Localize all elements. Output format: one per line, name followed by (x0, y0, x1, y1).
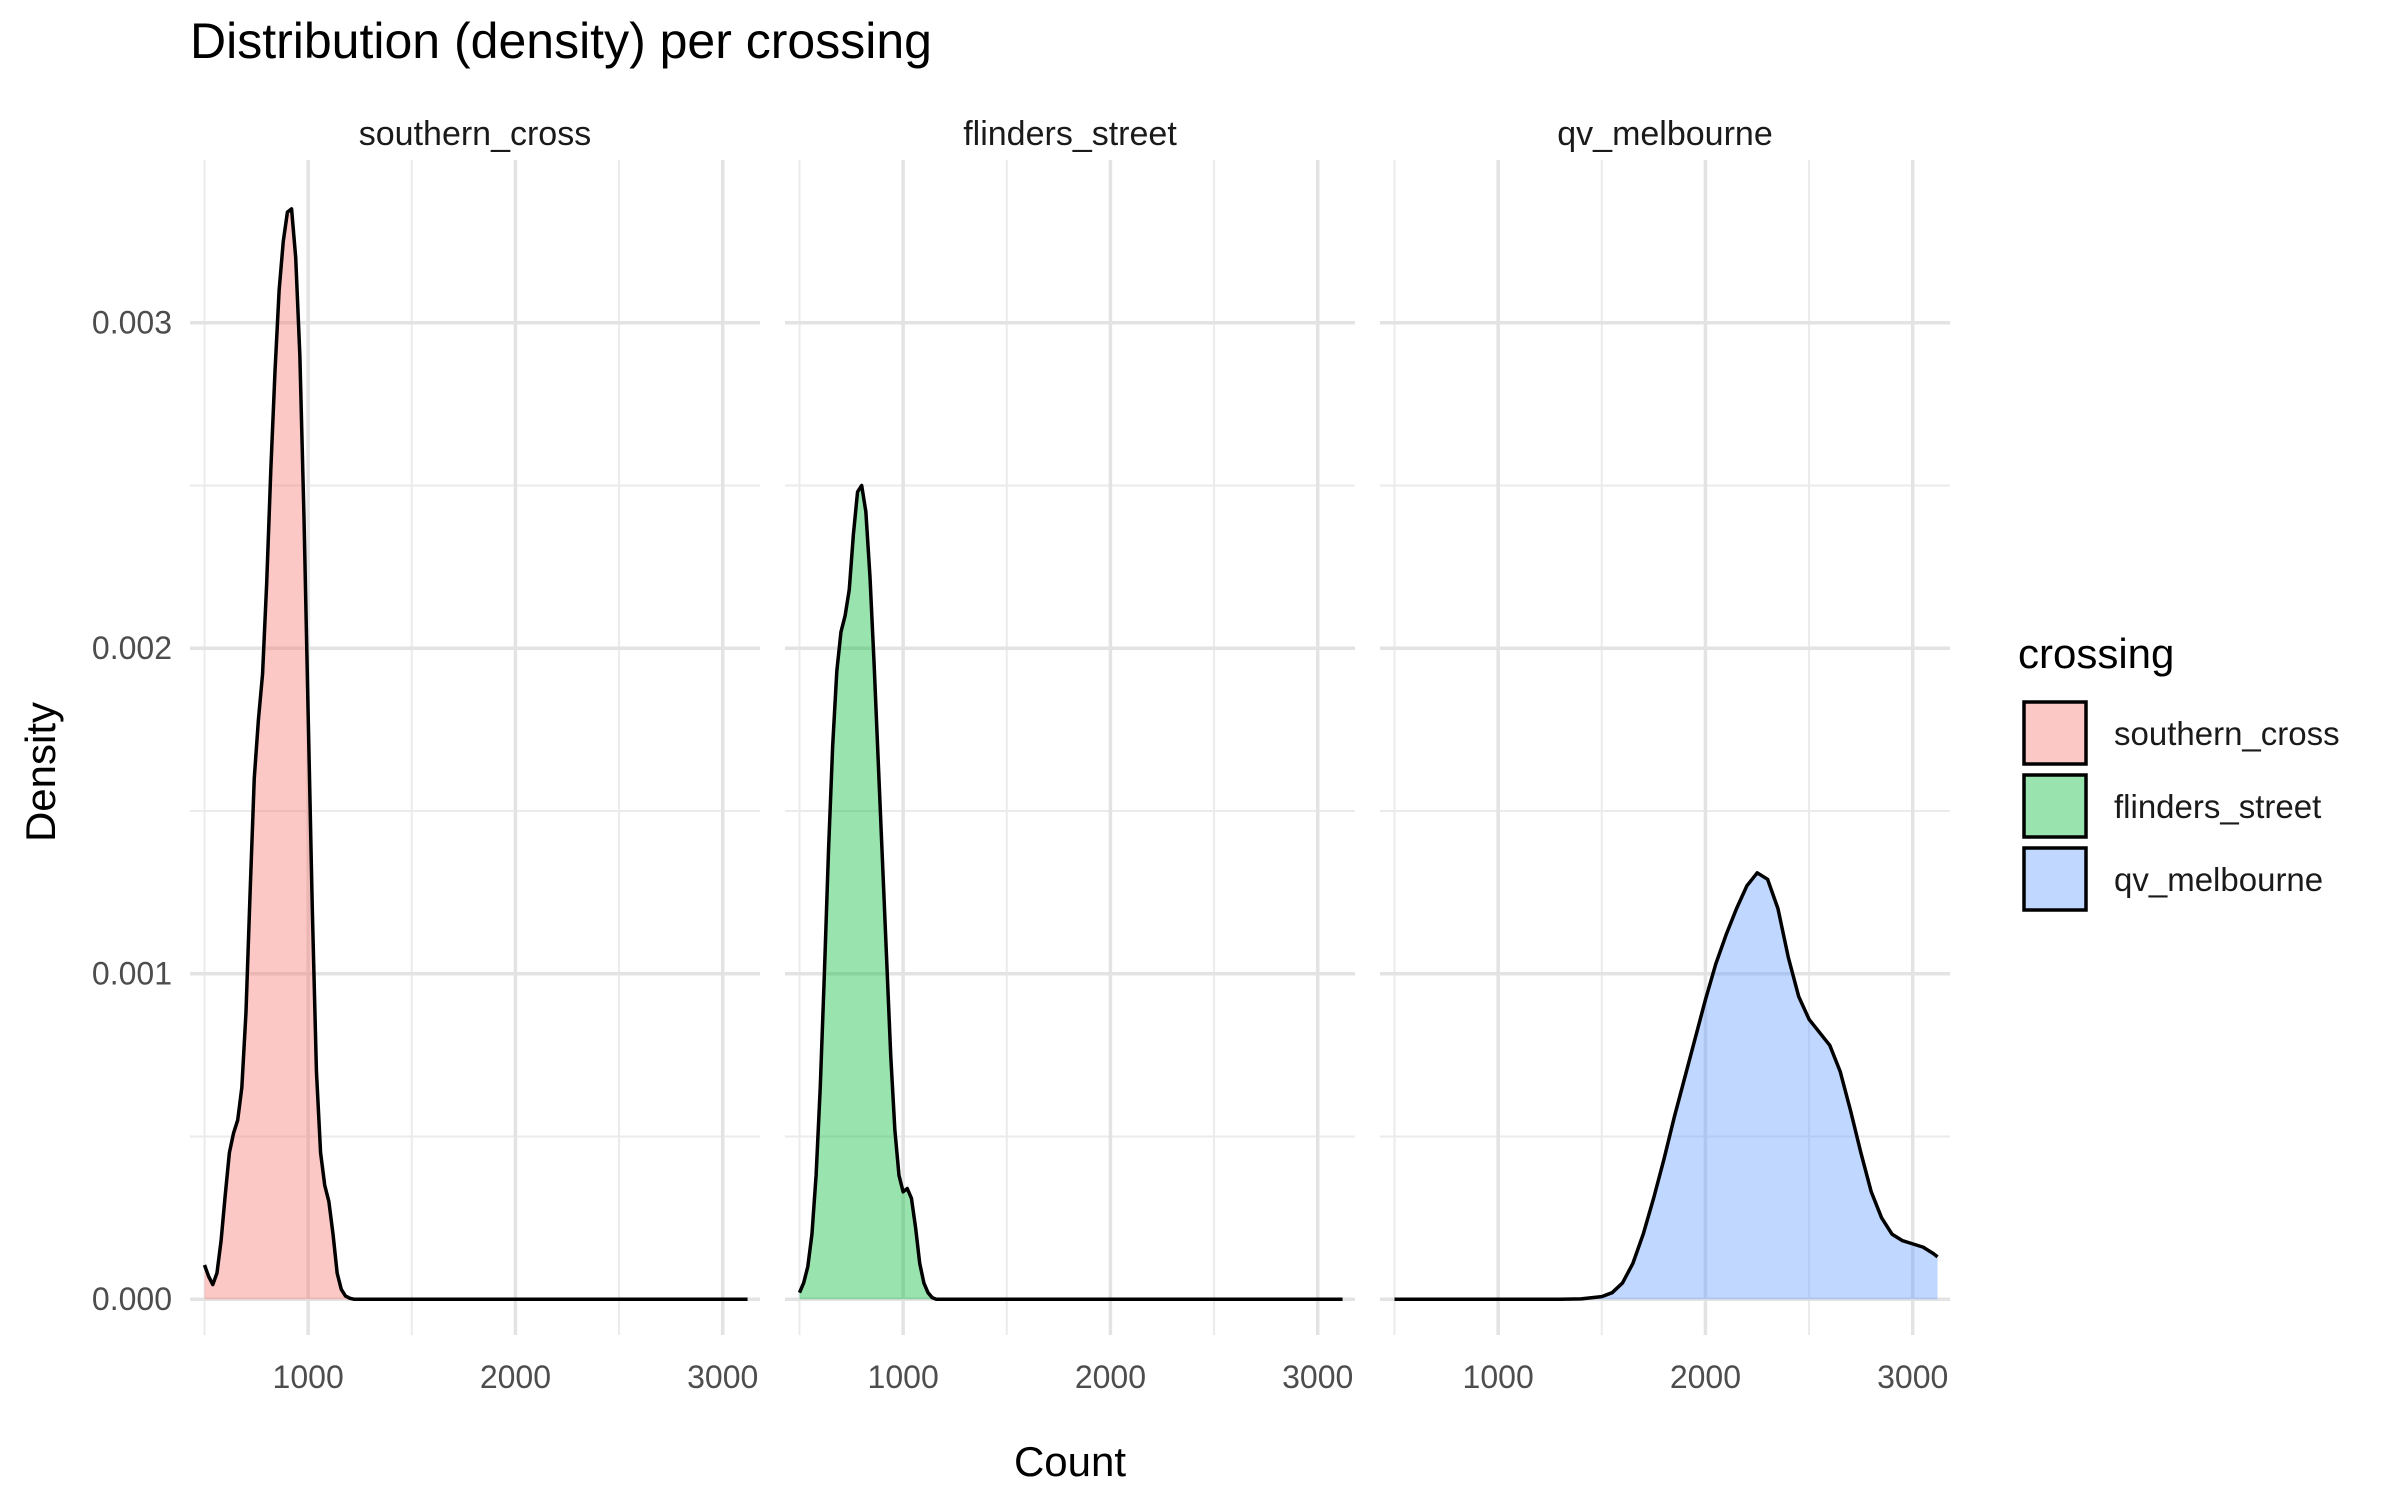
panel-southern_cross: southern_cross 1000 2000 3000 (190, 115, 760, 1395)
legend: crossing southern_cross flinders_streetqv… (2018, 630, 2340, 912)
legend-items: southern_cross flinders_street qv_melbourn… (2022, 700, 2340, 912)
facet-label-flinders_street: flinders_street (963, 115, 1177, 153)
legend-key-bg (2022, 846, 2088, 912)
x-tick-label: 2000 (1075, 1359, 1146, 1395)
x-tick-label: 2000 (1670, 1359, 1741, 1395)
x-tick-label: 3000 (1282, 1359, 1353, 1395)
legend-item-qv_melbourne: qv_melbourne (2022, 846, 2323, 912)
panel-flinders_street: flinders_street 1000 2000 3000 (785, 115, 1355, 1395)
y-tick-label: 0.000 (92, 1281, 172, 1317)
density-line-flinders_street (797, 483, 1343, 1301)
legend-label-qv_melbourne: qv_melbourne (2114, 861, 2323, 898)
facet-label-southern_cross: southern_cross (359, 115, 591, 153)
legend-swatch-qv_melbourne (2022, 846, 2088, 912)
y-axis-title: Density (17, 702, 64, 842)
density-line-qv_melbourne (1394, 871, 1939, 1301)
facet-label-qv_melbourne: qv_melbourne (1557, 115, 1772, 153)
x-axis-title: Count (1014, 1438, 1126, 1485)
x-tick-label: 1000 (1463, 1359, 1534, 1395)
density-area-flinders_street (799, 485, 1343, 1300)
legend-label-flinders_street: flinders_street (2114, 788, 2321, 825)
legend-key-bg (2022, 700, 2088, 766)
y-tick-label: 0.002 (92, 630, 172, 666)
density-line-southern_cross (202, 207, 748, 1301)
y-tick-label: 0.003 (92, 305, 172, 341)
density-area-qv_melbourne (1394, 872, 1938, 1300)
x-tick-label: 3000 (687, 1359, 758, 1395)
x-tick-label: 2000 (480, 1359, 551, 1395)
legend-item-flinders_street: flinders_street (2022, 773, 2321, 839)
legend-swatch-southern_cross (2022, 700, 2088, 766)
legend-key-bg (2022, 773, 2088, 839)
legend-item-southern_cross: southern_cross (2022, 700, 2340, 766)
legend-title: crossing (2018, 630, 2174, 677)
chart-title: Distribution (density) per crossing (190, 13, 932, 69)
legend-label-southern_cross: southern_cross (2114, 715, 2340, 752)
density-area-southern_cross (204, 208, 748, 1300)
x-tick-label: 1000 (273, 1359, 344, 1395)
panel-qv_melbourne: qv_melbourne 1000 2000 3000 (1380, 115, 1950, 1395)
legend-swatch-flinders_street (2022, 773, 2088, 839)
y-tick-label: 0.001 (92, 956, 172, 992)
x-tick-label: 3000 (1877, 1359, 1948, 1395)
x-tick-label: 1000 (868, 1359, 939, 1395)
